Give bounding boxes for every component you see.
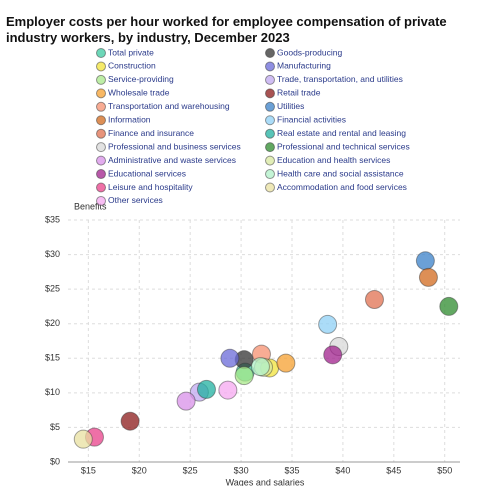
legend-swatch bbox=[96, 128, 106, 139]
point bbox=[418, 267, 438, 287]
legend-label: Retail trade bbox=[277, 88, 321, 98]
legend-swatch bbox=[96, 155, 106, 166]
legend-label: Financial activities bbox=[277, 115, 346, 125]
legend-swatch bbox=[96, 182, 106, 193]
legend-label: Trade, transportation, and utilities bbox=[277, 74, 403, 84]
legend-label: Other services bbox=[108, 195, 163, 205]
x-tick-label: $35 bbox=[284, 465, 299, 475]
legend-label: Leisure and hospitality bbox=[108, 182, 193, 192]
legend-label: Education and health services bbox=[277, 155, 390, 165]
legend-label: Finance and insurance bbox=[108, 128, 194, 138]
legend-label: Professional and technical services bbox=[277, 141, 410, 151]
legend-label: Goods-producing bbox=[277, 47, 342, 57]
point bbox=[176, 391, 196, 411]
legend-label: Wholesale trade bbox=[108, 88, 170, 98]
legend-swatch bbox=[265, 101, 275, 112]
y-tick-label: $20 bbox=[45, 318, 60, 328]
point bbox=[439, 296, 459, 316]
legend-swatch bbox=[96, 61, 106, 72]
legend-swatch bbox=[265, 169, 275, 180]
point bbox=[364, 290, 384, 310]
legend-swatch bbox=[265, 115, 275, 126]
x-tick-label: $30 bbox=[234, 465, 249, 475]
x-axis-label: Wages and salaries bbox=[226, 477, 305, 486]
legend-swatch bbox=[96, 101, 106, 112]
point bbox=[323, 345, 343, 365]
legend-swatch bbox=[96, 169, 106, 180]
legend-swatch bbox=[96, 142, 106, 153]
y-tick-label: $10 bbox=[45, 387, 60, 397]
legend-label: Professional and business services bbox=[108, 141, 241, 151]
legend-swatch bbox=[265, 182, 275, 193]
x-tick-label: $50 bbox=[437, 465, 452, 475]
point bbox=[220, 348, 240, 368]
x-tick-label: $20 bbox=[132, 465, 147, 475]
legend-label: Service-providing bbox=[108, 74, 174, 84]
legend-swatch bbox=[265, 155, 275, 166]
legend-label: Educational services bbox=[108, 168, 186, 178]
legend-swatch bbox=[96, 74, 106, 85]
legend-swatch bbox=[265, 74, 275, 85]
legend-label: Utilities bbox=[277, 101, 304, 111]
x-tick-label: $15 bbox=[81, 465, 96, 475]
legend-label: Total private bbox=[108, 47, 154, 57]
x-tick-label: $45 bbox=[386, 465, 401, 475]
legend-label: Health care and social assistance bbox=[277, 168, 404, 178]
legend-label: Administrative and waste services bbox=[108, 155, 236, 165]
legend-swatch bbox=[96, 115, 106, 126]
point bbox=[415, 251, 435, 271]
legend-swatch bbox=[265, 142, 275, 153]
x-tick-label: $40 bbox=[335, 465, 350, 475]
legend-label: Construction bbox=[108, 61, 156, 71]
legend-swatch bbox=[96, 48, 106, 58]
x-tick-label: $25 bbox=[183, 465, 198, 475]
y-tick-label: $0 bbox=[50, 456, 60, 466]
y-axis-label: Benefits bbox=[74, 201, 107, 211]
legend-swatch bbox=[265, 88, 275, 99]
legend-swatch bbox=[265, 61, 275, 72]
point bbox=[318, 314, 338, 334]
y-tick-label: $5 bbox=[50, 422, 60, 432]
point bbox=[250, 357, 270, 377]
point bbox=[73, 429, 93, 449]
legend-label: Transportation and warehousing bbox=[108, 101, 230, 111]
point bbox=[120, 411, 140, 431]
y-tick-label: $15 bbox=[45, 353, 60, 363]
legend-label: Manufacturing bbox=[277, 61, 331, 71]
point bbox=[276, 353, 296, 373]
y-tick-label: $25 bbox=[45, 284, 60, 294]
legend-swatch bbox=[96, 195, 106, 206]
legend-swatch bbox=[265, 48, 275, 58]
chart-title: Employer costs per hour worked for emplo… bbox=[6, 14, 447, 45]
point bbox=[234, 366, 254, 386]
legend-swatch bbox=[96, 88, 106, 99]
y-tick-label: $30 bbox=[45, 249, 60, 259]
point bbox=[218, 380, 238, 400]
legend-label: Real estate and rental and leasing bbox=[277, 128, 406, 138]
legend-label: Information bbox=[108, 115, 151, 125]
point bbox=[196, 379, 216, 399]
legend-label: Accommodation and food services bbox=[277, 182, 407, 192]
y-tick-label: $35 bbox=[45, 214, 60, 224]
legend-swatch bbox=[265, 128, 275, 139]
